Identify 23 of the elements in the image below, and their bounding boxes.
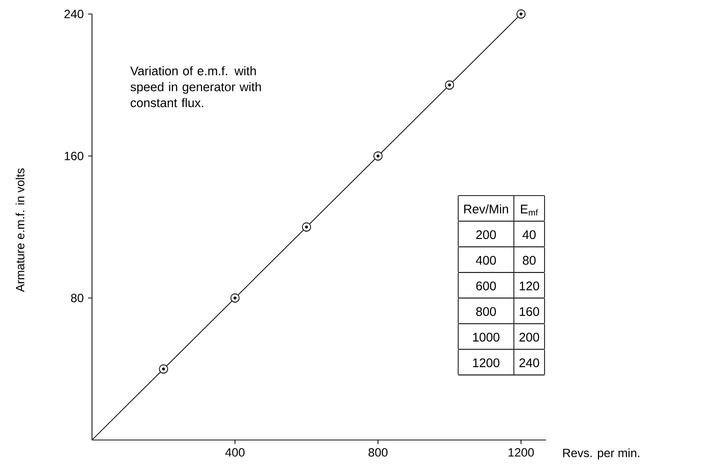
y-tick-label: 240 <box>64 10 84 18</box>
annotation: 80 <box>522 256 536 265</box>
x-tick-label: 800 <box>368 448 388 457</box>
annotation: Rev/Min <box>464 204 508 214</box>
annotation: Variation of e.m.f. with speed in generator with constant flux. <box>130 66 261 108</box>
y-axis-title: Armature e.m.f. in volts <box>16 168 24 292</box>
annotation: 160 <box>520 307 540 316</box>
x-axis-title: Revs. per min. <box>563 448 640 460</box>
annotation: 240 <box>519 358 540 368</box>
annotation: 600 <box>476 282 496 290</box>
annotation: 400 <box>476 256 496 265</box>
annotation: 1000 <box>473 332 500 342</box>
annotation: 1200 <box>473 358 500 368</box>
x-tick-label: 400 <box>225 448 245 457</box>
y-tick-label: 80 <box>71 294 84 302</box>
annotation: 200 <box>476 230 496 240</box>
y-tick-label: 160 <box>64 152 84 160</box>
annotation: 40 <box>522 230 536 240</box>
annotation: E$_{mf}$ <box>520 204 538 216</box>
x-tick-label: 1200 <box>508 448 534 457</box>
annotation: 120 <box>520 282 540 290</box>
annotation: 800 <box>476 307 496 316</box>
annotation: 200 <box>519 332 540 342</box>
